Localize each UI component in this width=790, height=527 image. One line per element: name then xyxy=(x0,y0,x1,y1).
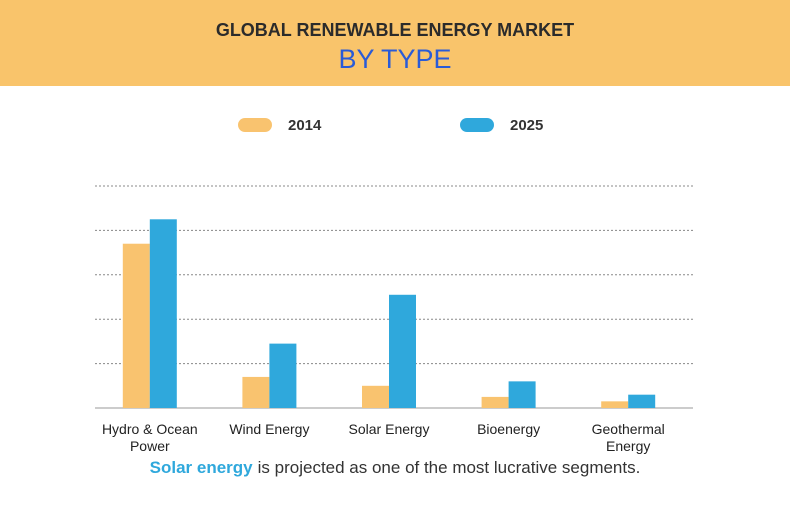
chart-subtitle: BY TYPE xyxy=(338,44,452,74)
bar xyxy=(389,294,416,408)
bar xyxy=(508,381,536,408)
footer: Solar energy is projected as one of the m… xyxy=(0,458,790,478)
bar xyxy=(269,343,297,408)
legend-label: 2014 xyxy=(288,117,322,134)
chart-title: GLOBAL RENEWABLE ENERGY MARKET xyxy=(215,20,575,40)
bar xyxy=(149,219,177,408)
bar xyxy=(481,396,509,408)
footer-text: is projected as one of the most lucrativ… xyxy=(257,458,641,477)
x-tick-label: Solar Energy xyxy=(348,421,430,437)
banner xyxy=(0,0,790,86)
legend-swatch xyxy=(460,118,494,132)
bar xyxy=(628,394,656,408)
bar xyxy=(242,376,270,408)
bar xyxy=(601,401,629,408)
bar xyxy=(122,243,150,408)
x-tick-label: Bioenergy xyxy=(477,421,541,437)
x-tick-label: Wind Energy xyxy=(229,421,310,437)
x-tick-label: Hydro & Ocean Power xyxy=(101,421,198,454)
bar xyxy=(362,385,389,408)
x-tick-label: Geothermal Energy xyxy=(591,421,665,454)
legend-label: 2025 xyxy=(510,117,543,134)
footer-highlight: Solar energy xyxy=(149,458,253,477)
legend-swatch xyxy=(238,118,272,132)
